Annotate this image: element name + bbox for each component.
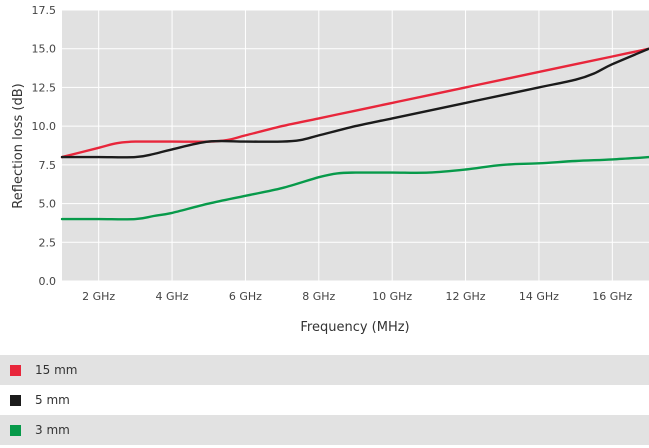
plot-area — [62, 10, 649, 281]
legend: 15 mm 5 mm 3 mm — [0, 355, 649, 445]
legend-swatch-5mm — [10, 394, 21, 406]
line-chart: 2 GHz 4 GHz 6 GHz 8 GHz 10 GHz 12 GHz 14 GHz 16… — [11, 4, 649, 335]
x-tick-label: 14 GHz — [519, 290, 559, 303]
y-tick-label: 12.5 — [32, 81, 57, 94]
x-tick-label: 10 GHz — [372, 290, 412, 303]
x-tick-label: 4 GHz — [156, 290, 189, 303]
chart: 2 GHz 4 GHz 6 GHz 8 GHz 10 GHz 12 GHz 14 GHz 16… — [11, 4, 649, 335]
x-tick-label: 12 GHz — [446, 290, 486, 303]
x-tick-labels: 2 GHz 4 GHz 6 GHz 8 GHz 10 GHz 12 GHz 14 GHz 16… — [82, 290, 632, 303]
y-tick-label: 17.5 — [32, 4, 57, 17]
legend-swatch-15mm — [10, 364, 21, 376]
y-tick-label: 2.5 — [39, 236, 57, 249]
y-axis-title: Reflection loss (dB) — [11, 83, 26, 208]
legend-item-15mm[interactable]: 15 mm — [0, 355, 649, 385]
y-tick-label: 7.5 — [39, 159, 57, 172]
legend-label-3mm: 3 mm — [35, 423, 70, 437]
legend-swatch-3mm — [10, 424, 21, 436]
y-tick-label: 10.0 — [32, 120, 57, 133]
x-tick-label: 16 GHz — [592, 290, 632, 303]
series-lines — [60, 47, 649, 221]
x-gridlines — [98, 10, 613, 281]
legend-label-5mm: 5 mm — [35, 393, 70, 407]
x-tick-label: 6 GHz — [229, 290, 262, 303]
series-line-15mm — [60, 47, 649, 159]
x-tick-label: 2 GHz — [82, 290, 115, 303]
x-axis-title: Frequency (MHz) — [300, 320, 409, 335]
legend-label-15mm: 15 mm — [35, 363, 78, 377]
y-tick-labels: 0.0 2.5 5.0 7.5 10.0 12.5 15.0 17.5 — [32, 4, 57, 288]
x-tick-label: 8 GHz — [302, 290, 335, 303]
legend-item-5mm[interactable]: 5 mm — [0, 385, 649, 415]
series-line-3mm — [60, 155, 649, 221]
series-line-5mm — [60, 47, 649, 159]
y-tick-label: 0.0 — [39, 275, 57, 288]
y-tick-label: 5.0 — [39, 198, 57, 211]
legend-item-3mm[interactable]: 3 mm — [0, 415, 649, 445]
y-tick-label: 15.0 — [32, 43, 57, 56]
